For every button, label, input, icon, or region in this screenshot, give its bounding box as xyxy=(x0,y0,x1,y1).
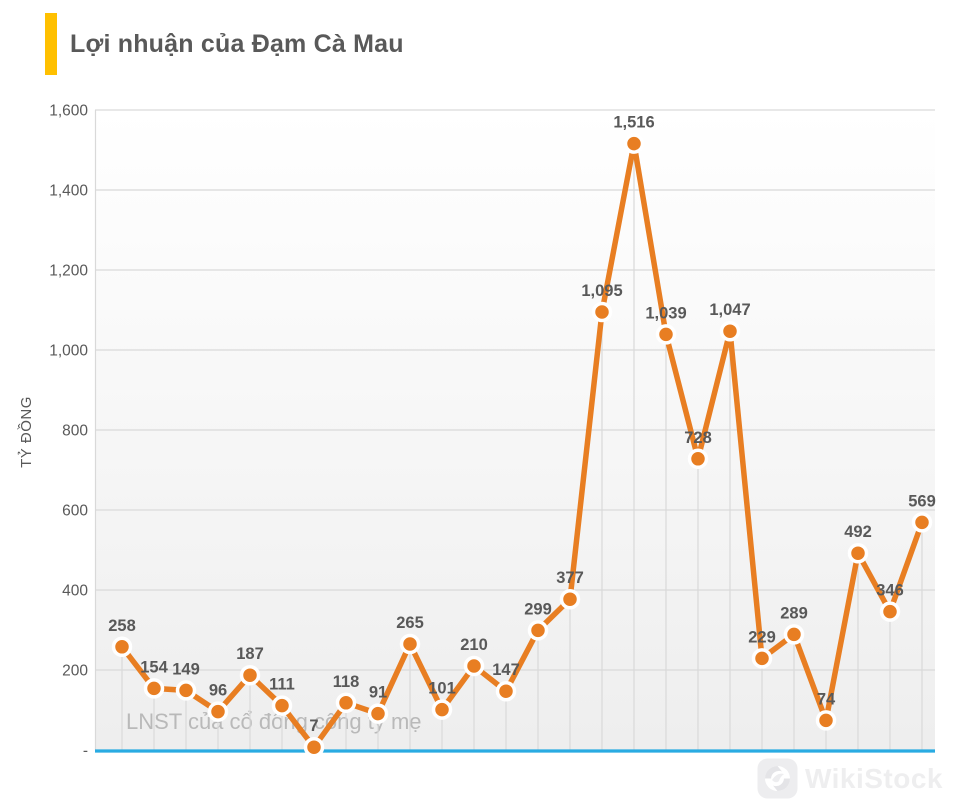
data-point-marker xyxy=(591,301,613,323)
data-point-marker xyxy=(751,648,773,669)
data-point-marker xyxy=(559,588,581,610)
data-point-marker xyxy=(847,542,869,564)
data-point-label: 346 xyxy=(876,582,904,600)
wikistock-logo-icon xyxy=(757,758,798,799)
data-point-marker xyxy=(495,680,517,702)
data-point-marker xyxy=(719,320,741,342)
data-point-label: 289 xyxy=(780,604,808,622)
y-axis-tick-label: 1,200 xyxy=(49,263,88,280)
data-point-marker xyxy=(303,736,325,758)
data-point-marker xyxy=(175,680,197,701)
data-point-marker xyxy=(111,636,133,658)
wikistock-watermark-text: WikiStock xyxy=(804,762,943,794)
data-point-marker xyxy=(367,703,389,724)
title-accent-bar xyxy=(45,13,57,75)
data-point-label: 1,095 xyxy=(581,282,622,300)
data-point-label: 569 xyxy=(908,492,936,510)
data-point-marker xyxy=(815,710,837,731)
chart-title: Lợi nhuận của Đạm Cà Mau xyxy=(70,29,404,58)
data-point-marker xyxy=(271,695,293,716)
y-axis-tick-label: - xyxy=(83,743,88,760)
data-point-marker xyxy=(431,699,453,720)
data-point-label: 265 xyxy=(396,614,424,632)
data-point-label: 111 xyxy=(269,676,295,694)
data-point-label: 728 xyxy=(684,429,712,447)
data-point-marker xyxy=(207,701,229,722)
data-point-label: 492 xyxy=(844,523,872,541)
data-point-label: 149 xyxy=(172,660,200,678)
y-axis-tick-label: 200 xyxy=(62,663,88,680)
y-axis-tick-label: 400 xyxy=(62,583,88,600)
y-axis-tick-label: 1,000 xyxy=(49,343,88,360)
data-point-marker xyxy=(623,133,645,154)
wikistock-watermark: WikiStock xyxy=(757,758,943,799)
data-point-marker xyxy=(687,448,709,470)
data-point-label: 96 xyxy=(209,682,227,700)
data-point-label: 74 xyxy=(817,690,836,708)
data-point-marker xyxy=(143,678,165,699)
data-point-marker xyxy=(399,633,421,655)
data-point-label: 91 xyxy=(369,684,387,702)
data-point-label: 210 xyxy=(460,636,488,654)
data-point-label: 118 xyxy=(333,673,360,691)
data-point-marker xyxy=(527,620,549,641)
data-point-marker xyxy=(911,512,933,533)
y-axis-title: TỶ ĐỒNG xyxy=(17,396,35,468)
data-point-label: 1,047 xyxy=(709,301,750,319)
data-point-label: 7 xyxy=(309,717,318,735)
data-point-marker xyxy=(463,655,485,677)
data-point-label: 299 xyxy=(524,600,552,618)
data-point-marker xyxy=(655,324,677,345)
data-point-label: 1,516 xyxy=(613,114,654,132)
data-point-marker xyxy=(879,601,901,622)
chart-header: Lợi nhuận của Đạm Cà Mau xyxy=(45,13,404,75)
data-point-label: 229 xyxy=(748,628,776,646)
data-point-label: 154 xyxy=(140,658,168,676)
data-point-label: 101 xyxy=(428,680,456,698)
data-point-marker xyxy=(783,624,805,645)
data-point-marker xyxy=(239,664,261,686)
data-point-label: 147 xyxy=(492,661,520,679)
y-axis-tick-label: 600 xyxy=(62,503,88,520)
data-point-label: 377 xyxy=(556,569,584,587)
data-point-marker xyxy=(335,692,357,714)
data-point-label: 1,039 xyxy=(645,304,686,322)
data-point-label: 258 xyxy=(108,617,136,635)
data-point-label: 187 xyxy=(236,645,264,663)
y-axis-tick-label: 800 xyxy=(62,423,88,440)
y-axis-tick-label: 1,600 xyxy=(49,103,88,120)
y-axis-tick-label: 1,400 xyxy=(49,183,88,200)
